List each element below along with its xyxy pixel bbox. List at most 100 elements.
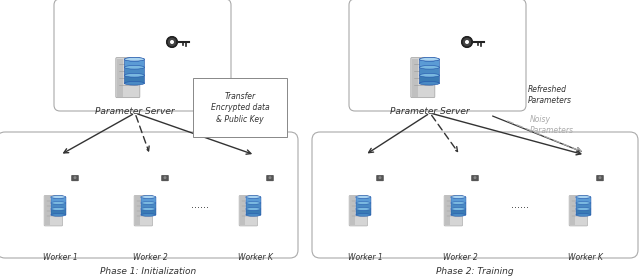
Circle shape <box>269 177 271 178</box>
Bar <box>51 209 66 215</box>
Ellipse shape <box>451 196 466 198</box>
FancyBboxPatch shape <box>376 175 383 181</box>
Text: Refreshed
Parameters: Refreshed Parameters <box>528 85 572 105</box>
Ellipse shape <box>51 208 66 210</box>
Circle shape <box>428 63 430 65</box>
Text: Worker 1: Worker 1 <box>348 253 382 262</box>
Ellipse shape <box>141 196 156 198</box>
Bar <box>451 197 466 203</box>
Circle shape <box>164 177 166 178</box>
Ellipse shape <box>124 57 145 61</box>
Bar <box>419 75 440 83</box>
FancyBboxPatch shape <box>267 175 273 181</box>
Bar <box>419 67 440 75</box>
Circle shape <box>57 203 59 204</box>
Ellipse shape <box>576 208 591 210</box>
Bar <box>246 203 261 209</box>
FancyBboxPatch shape <box>72 175 79 181</box>
Text: Parameter Server: Parameter Server <box>390 107 470 116</box>
Ellipse shape <box>451 196 466 198</box>
Polygon shape <box>135 197 140 225</box>
Bar <box>246 209 261 215</box>
Polygon shape <box>240 197 245 225</box>
Polygon shape <box>570 197 575 225</box>
Ellipse shape <box>419 81 440 85</box>
Text: Transfer
Encrypted data
& Public Key: Transfer Encrypted data & Public Key <box>211 92 269 124</box>
Circle shape <box>457 203 459 204</box>
Polygon shape <box>445 197 450 225</box>
Polygon shape <box>116 59 124 97</box>
Ellipse shape <box>576 214 591 216</box>
Circle shape <box>133 63 135 65</box>
Text: Phase 1: Initialization: Phase 1: Initialization <box>100 267 196 276</box>
Ellipse shape <box>141 196 156 198</box>
Ellipse shape <box>141 202 156 204</box>
Ellipse shape <box>451 214 466 216</box>
Ellipse shape <box>576 196 591 198</box>
Bar <box>576 209 591 215</box>
Ellipse shape <box>419 65 440 69</box>
FancyBboxPatch shape <box>0 132 298 258</box>
Circle shape <box>474 177 476 178</box>
Circle shape <box>252 200 253 201</box>
FancyBboxPatch shape <box>444 195 463 226</box>
Text: ......: ...... <box>191 200 209 210</box>
Polygon shape <box>350 197 355 225</box>
Ellipse shape <box>356 202 371 204</box>
FancyBboxPatch shape <box>193 78 287 137</box>
Ellipse shape <box>51 214 66 216</box>
Bar <box>124 59 145 67</box>
FancyBboxPatch shape <box>569 195 588 226</box>
Circle shape <box>147 203 148 204</box>
Text: Worker K: Worker K <box>568 253 602 262</box>
Ellipse shape <box>576 196 591 198</box>
Bar <box>51 197 66 203</box>
Circle shape <box>74 177 76 178</box>
Bar <box>451 209 466 215</box>
Ellipse shape <box>419 57 440 61</box>
Circle shape <box>170 40 174 44</box>
Circle shape <box>57 200 59 201</box>
Circle shape <box>465 40 469 44</box>
Text: Worker K: Worker K <box>237 253 273 262</box>
Ellipse shape <box>124 73 145 77</box>
Ellipse shape <box>419 57 440 61</box>
Bar <box>356 197 371 203</box>
Ellipse shape <box>246 196 261 198</box>
Bar <box>576 203 591 209</box>
Ellipse shape <box>51 196 66 198</box>
Ellipse shape <box>124 65 145 69</box>
Circle shape <box>582 203 584 204</box>
Ellipse shape <box>451 208 466 210</box>
Ellipse shape <box>246 196 261 198</box>
Ellipse shape <box>451 202 466 204</box>
Ellipse shape <box>246 214 261 216</box>
Bar <box>451 203 466 209</box>
Circle shape <box>167 37 177 47</box>
FancyBboxPatch shape <box>239 195 258 226</box>
Ellipse shape <box>124 57 145 61</box>
Circle shape <box>582 200 584 201</box>
Bar <box>356 209 371 215</box>
Circle shape <box>457 200 459 201</box>
Circle shape <box>428 67 430 69</box>
FancyBboxPatch shape <box>54 0 231 111</box>
FancyBboxPatch shape <box>349 0 526 111</box>
FancyBboxPatch shape <box>349 195 367 226</box>
Circle shape <box>599 177 601 178</box>
Circle shape <box>252 203 253 204</box>
Ellipse shape <box>356 196 371 198</box>
FancyBboxPatch shape <box>411 58 435 98</box>
Text: ......: ...... <box>511 200 529 210</box>
Bar <box>141 209 156 215</box>
FancyBboxPatch shape <box>472 175 479 181</box>
Ellipse shape <box>356 208 371 210</box>
Text: Parameter Server: Parameter Server <box>95 107 175 116</box>
Text: Worker 2: Worker 2 <box>443 253 477 262</box>
Circle shape <box>362 203 364 204</box>
Polygon shape <box>412 59 419 97</box>
Bar <box>141 203 156 209</box>
FancyBboxPatch shape <box>596 175 604 181</box>
Bar <box>51 203 66 209</box>
Circle shape <box>147 200 148 201</box>
